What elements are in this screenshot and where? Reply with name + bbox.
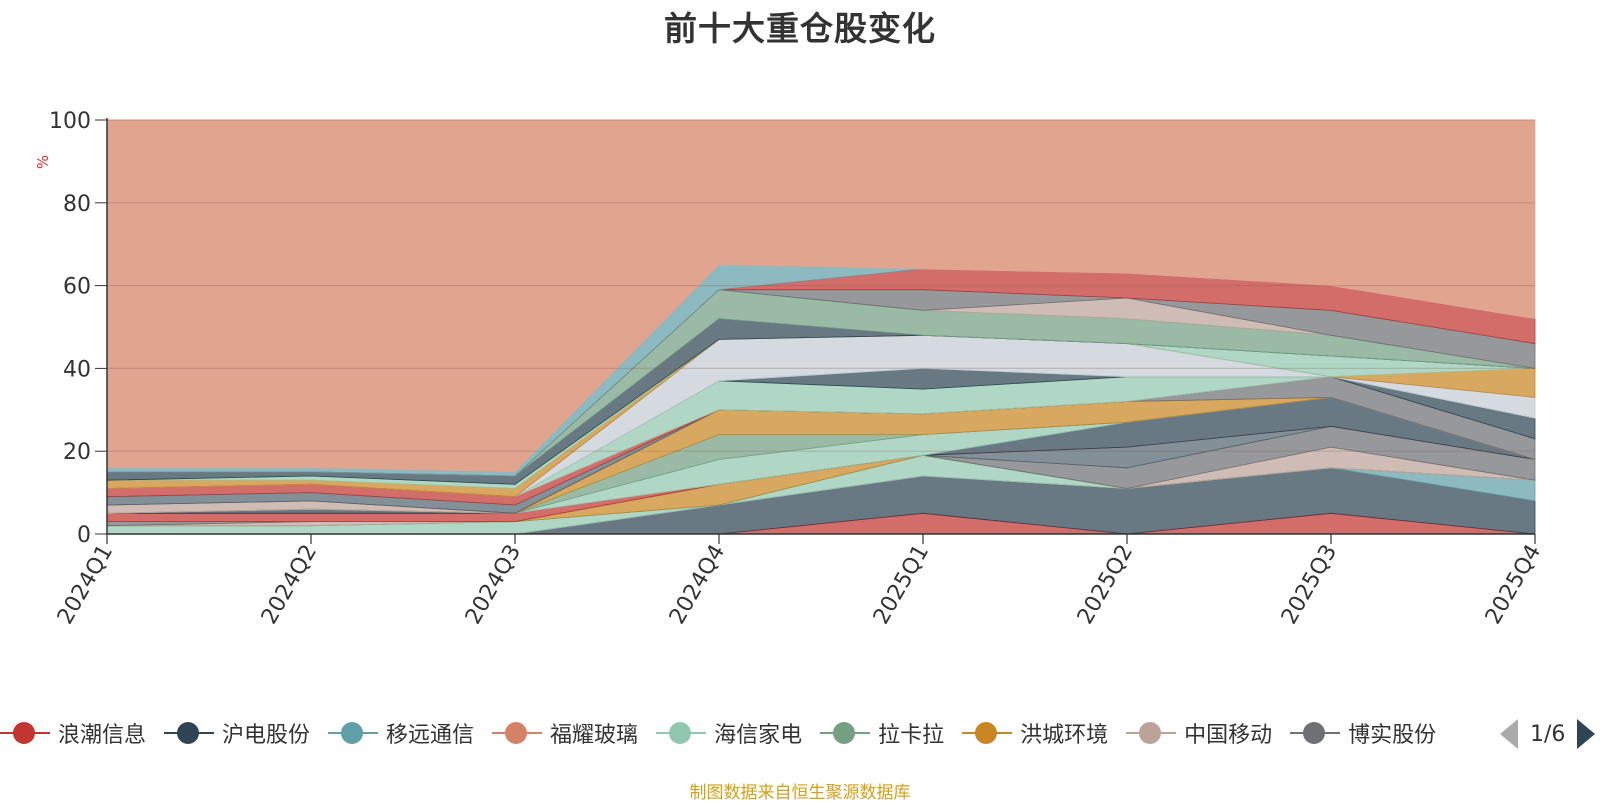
x-tick-label: 2024Q2 [257,541,322,629]
y-tick-label: 40 [63,357,91,382]
x-tick-label: 2025Q2 [1073,541,1138,629]
x-tick-label: 2025Q1 [869,541,934,629]
legend-label: 移远通信 [386,723,475,748]
x-tick-label: 2025Q4 [1481,541,1546,629]
legend-item[interactable]: 博实股份 [1290,712,1436,754]
legend-item[interactable]: 移远通信 [328,712,474,754]
legend-label: 拉卡拉 [878,723,945,748]
legend-marker-icon [0,721,50,745]
legend-marker-icon [492,721,543,745]
chart-title: 前十大重仓股变化 [664,9,936,48]
y-axis-unit-label: % [34,155,52,169]
legend: 浪潮信息 沪电股份 移远通信 福耀玻璃 海信家电 拉卡拉 洪城环境 中国移动 博实股份 [0,712,1482,754]
legend-label: 海信家电 [714,723,803,748]
legend-label: 博实股份 [1348,723,1437,748]
legend-label: 洪城环境 [1020,723,1109,748]
y-tick-label: 0 [77,523,91,548]
x-tick-label: 2025Q3 [1277,541,1342,629]
legend-item[interactable]: 中国移动 [1126,712,1272,754]
x-tick-label: 2024Q3 [461,541,526,629]
legend-item[interactable]: 沪电股份 [164,712,310,754]
legend-marker-icon [1126,721,1177,745]
legend-marker-icon [656,721,707,745]
y-tick-label: 60 [63,275,91,300]
legend-label: 福耀玻璃 [550,723,639,748]
legend-next-page-button[interactable] [1577,719,1596,749]
legend-prev-page-button[interactable] [1500,719,1518,749]
x-tick-label: 2024Q1 [53,541,118,629]
y-tick-label: 100 [49,109,91,134]
legend-marker-icon [1290,721,1341,745]
legend-marker-icon [164,721,215,745]
legend-item[interactable]: 拉卡拉 [820,712,944,754]
data-source-note: 制图数据来自恒生聚源数据库 [689,783,911,803]
legend-page-indicator: 1/6 [1530,721,1566,747]
legend-label: 沪电股份 [222,723,311,748]
y-tick-label: 20 [63,440,91,465]
legend-item[interactable]: 福耀玻璃 [492,712,638,754]
y-tick-label: 80 [63,192,91,217]
legend-item[interactable]: 洪城环境 [962,712,1108,754]
legend-label: 浪潮信息 [58,723,147,748]
legend-item[interactable]: 浪潮信息 [0,712,146,754]
legend-marker-icon [962,721,1013,745]
legend-pager: 1/6 [1500,716,1600,752]
area-series-remainder[interactable] [106,119,1536,473]
legend-item[interactable]: 海信家电 [656,712,802,754]
legend-marker-icon [328,721,379,745]
x-tick-label: 2024Q4 [665,541,730,629]
legend-label: 中国移动 [1184,723,1273,748]
legend-marker-icon [820,721,871,745]
